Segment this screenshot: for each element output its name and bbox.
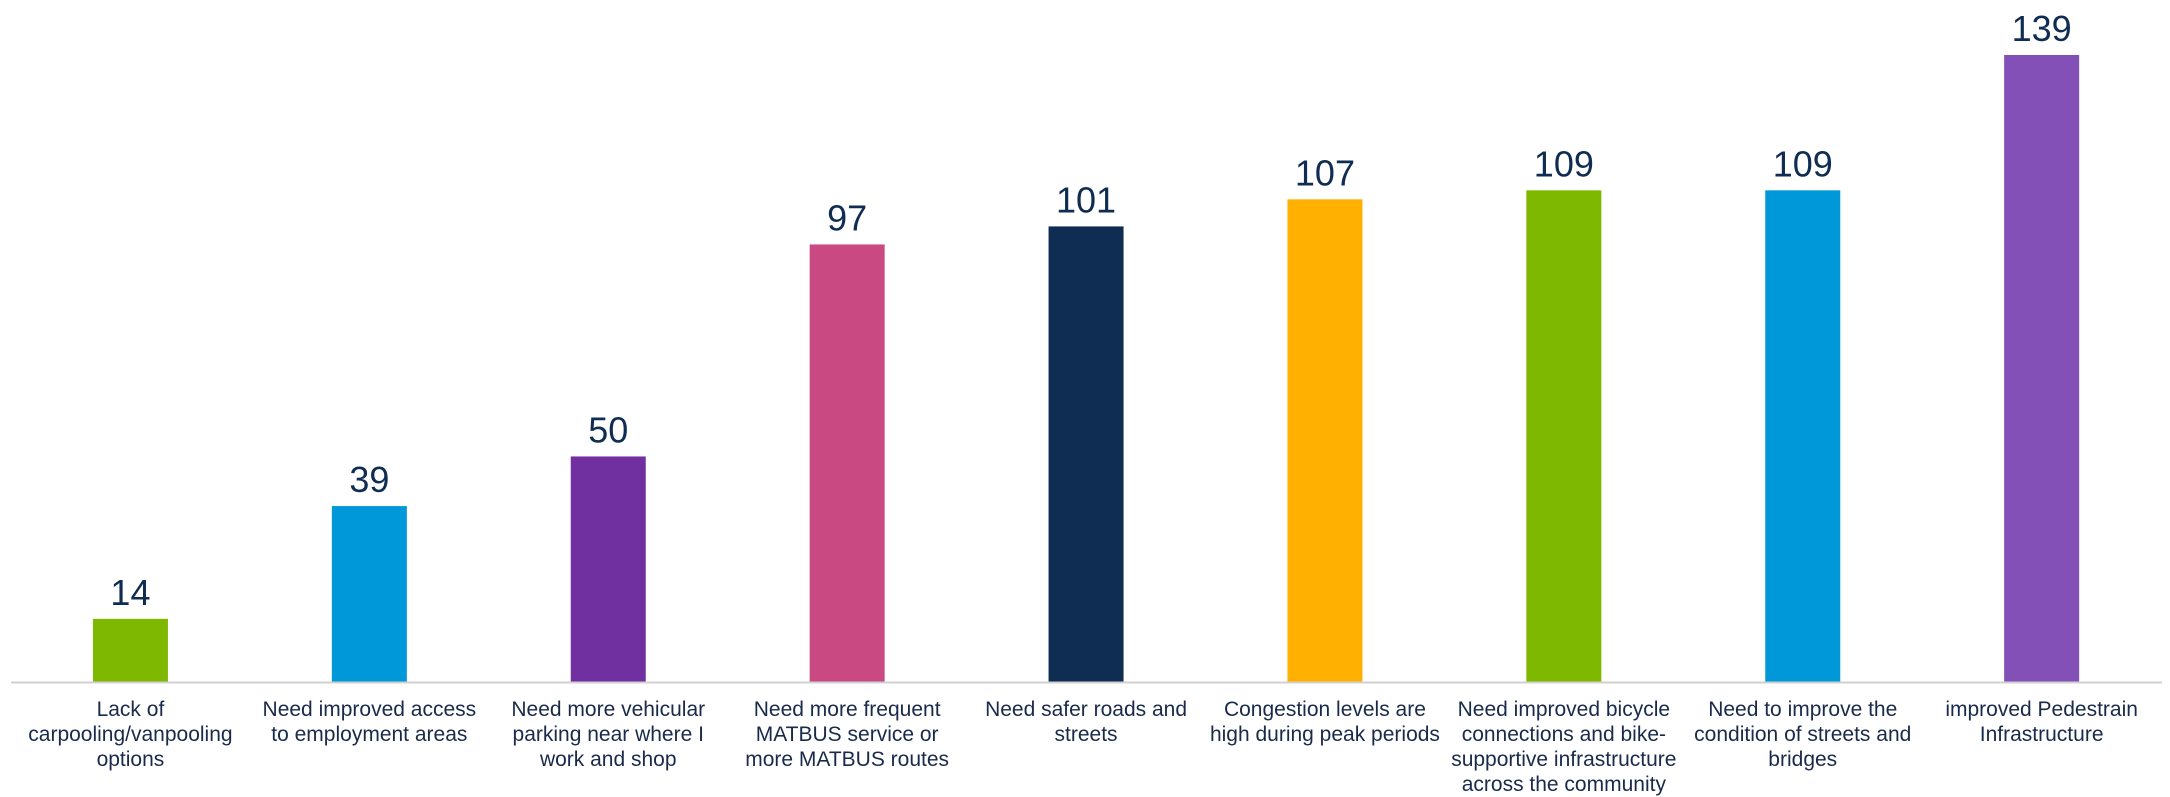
bar-value-label: 107 (1295, 152, 1355, 193)
category-label: Congestion levels are high during peak p… (1209, 698, 1440, 746)
bar-value-label: 97 (827, 197, 867, 238)
bar (1287, 199, 1363, 682)
bars-group (92, 55, 2080, 683)
bar (92, 618, 168, 682)
bar-value-label: 101 (1056, 179, 1116, 220)
bar (1048, 226, 1124, 682)
category-label: Need improved access to employment areas (262, 698, 477, 746)
bar (570, 456, 646, 682)
bar-value-label: 14 (110, 572, 150, 613)
category-label: Need safer roads and streets (985, 698, 1188, 746)
bar-value-label: 39 (349, 459, 389, 500)
bar-value-label: 109 (1534, 143, 1594, 184)
category-label: improved Pedestrain Infrastructure (1945, 698, 2138, 746)
bar (1526, 190, 1602, 683)
category-label: Lack of carpooling/vanpooling options (28, 698, 233, 771)
bar-value-label: 50 (588, 409, 628, 450)
bar (809, 244, 885, 682)
bar (331, 506, 407, 682)
value-labels-group: 14 39 50 97 101 107 109 109 139 (110, 8, 2071, 613)
bar (2004, 55, 2080, 682)
category-label: Need to improve the condition of streets… (1694, 698, 1912, 771)
bar-value-label: 109 (1773, 143, 1833, 184)
category-label: Need more vehicular parking near where I… (511, 698, 706, 771)
category-label: Need improved bicycle connections and bi… (1451, 698, 1677, 796)
bar (1765, 190, 1841, 683)
bar-value-label: 139 (2012, 8, 2072, 49)
category-label: Need more frequent MATBUS service or mor… (745, 698, 950, 771)
